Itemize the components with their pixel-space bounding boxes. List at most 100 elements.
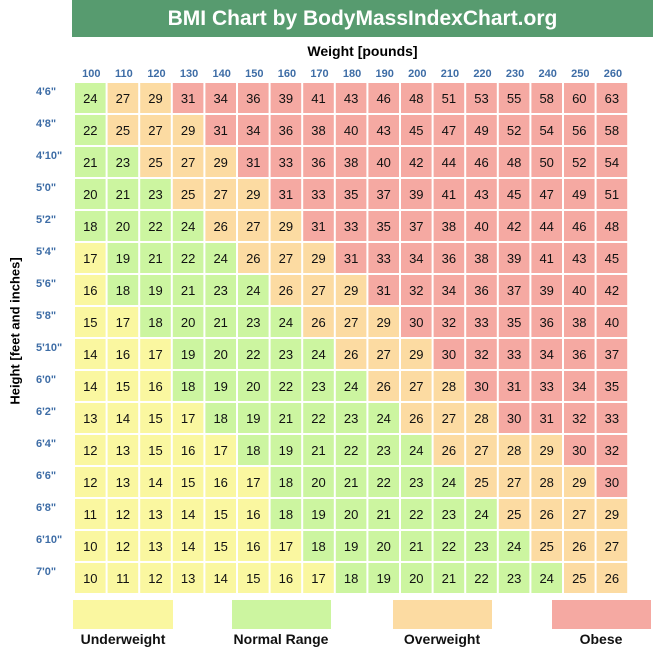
bmi-cell: [433, 467, 465, 497]
bmi-cell: [596, 243, 628, 273]
bmi-cell: [172, 339, 204, 369]
bmi-cell: [238, 275, 269, 305]
bmi-value-label: 49: [572, 187, 586, 202]
bmi-cell: [531, 179, 562, 209]
bmi-cell: [401, 83, 432, 113]
bmi-value-label: 38: [442, 219, 456, 234]
bmi-value-label: 24: [507, 539, 521, 554]
x-tick-label: 110: [115, 68, 133, 80]
bmi-cell: [433, 403, 465, 433]
bmi-cell: [596, 275, 628, 305]
bmi-cell: [596, 211, 628, 241]
bmi-cell: [466, 307, 497, 337]
bmi-value-label: 60: [572, 91, 586, 106]
y-tick-label: 5'8": [36, 310, 56, 322]
bmi-cell: [270, 467, 302, 497]
bmi-cell: [433, 115, 465, 145]
bmi-value-label: 30: [605, 475, 619, 490]
bmi-cell: [466, 467, 497, 497]
bmi-value-label: 40: [605, 315, 619, 330]
bmi-cell: [205, 211, 236, 241]
bmi-value-label: 31: [246, 155, 260, 170]
y-tick-label: 6'0": [36, 374, 56, 386]
bmi-value-label: 33: [344, 219, 358, 234]
bmi-cell: [368, 243, 399, 273]
bmi-cell: [564, 243, 595, 273]
y-tick-label: 5'10": [36, 342, 62, 354]
bmi-value-label: 52: [572, 155, 586, 170]
x-tick-label: 200: [408, 68, 426, 80]
bmi-cell: [238, 339, 269, 369]
bmi-value-label: 24: [376, 411, 390, 426]
bmi-value-label: 36: [279, 123, 293, 138]
bmi-value-label: 20: [311, 475, 325, 490]
bmi-cell: [205, 499, 236, 529]
bmi-value-label: 26: [539, 507, 553, 522]
bmi-cell: [368, 275, 399, 305]
bmi-value-label: 29: [344, 283, 358, 298]
legend-label-normal: Normal Range: [233, 631, 329, 647]
bmi-value-label: 30: [572, 443, 586, 458]
bmi-value-label: 52: [507, 123, 521, 138]
bmi-value-label: 16: [83, 283, 97, 298]
chart-title: BMI Chart by BodyMassIndexChart.org: [72, 0, 653, 37]
y-tick-label: 4'10": [36, 150, 62, 162]
y-tick-label: 7'0": [36, 566, 56, 578]
bmi-value-label: 41: [311, 91, 325, 106]
bmi-cell: [531, 211, 562, 241]
bmi-value-label: 22: [181, 251, 195, 266]
bmi-cell: [270, 275, 302, 305]
bmi-value-label: 32: [474, 347, 488, 362]
bmi-cell: [531, 435, 562, 465]
bmi-cell: [564, 83, 595, 113]
bmi-cell: [172, 371, 204, 401]
bmi-value-label: 32: [605, 443, 619, 458]
bmi-cell: [107, 307, 139, 337]
x-tick-label: 210: [441, 68, 459, 80]
bmi-cell: [172, 435, 204, 465]
bmi-value-label: 23: [409, 475, 423, 490]
bmi-cell: [238, 499, 269, 529]
bmi-cell: [270, 211, 302, 241]
bmi-cell: [238, 467, 269, 497]
bmi-cell: [303, 211, 334, 241]
bmi-cell: [75, 403, 106, 433]
bmi-cell: [172, 83, 204, 113]
bmi-value-label: 30: [474, 379, 488, 394]
bmi-cell: [75, 115, 106, 145]
bmi-value-label: 53: [474, 91, 488, 106]
bmi-value-label: 31: [376, 283, 390, 298]
bmi-value-label: 29: [605, 507, 619, 522]
y-tick-label: 4'8": [36, 118, 56, 130]
bmi-cell: [205, 339, 236, 369]
bmi-cell: [564, 211, 595, 241]
bmi-cell: [172, 307, 204, 337]
bmi-cell: [303, 371, 334, 401]
bmi-cell: [531, 403, 562, 433]
bmi-value-label: 23: [148, 187, 162, 202]
bmi-cell: [270, 435, 302, 465]
bmi-cell: [205, 403, 236, 433]
bmi-cell: [140, 179, 171, 209]
bmi-cell: [401, 179, 432, 209]
bmi-cell: [75, 339, 106, 369]
bmi-cell: [140, 211, 171, 241]
bmi-cell: [270, 563, 302, 593]
bmi-value-label: 35: [507, 315, 521, 330]
bmi-value-label: 46: [474, 155, 488, 170]
bmi-cell: [172, 403, 204, 433]
bmi-value-label: 48: [409, 91, 423, 106]
bmi-value-label: 32: [409, 283, 423, 298]
bmi-value-label: 13: [116, 443, 130, 458]
x-tick-label: 140: [213, 68, 231, 80]
bmi-cell: [303, 179, 334, 209]
bmi-value-label: 54: [539, 123, 553, 138]
bmi-cell: [335, 275, 367, 305]
bmi-heatmap: 100 110 120 130 140 150 160 170 180 190 200 210 220 2…: [36, 68, 628, 593]
bmi-value-label: 27: [474, 443, 488, 458]
bmi-cell: [596, 435, 628, 465]
bmi-value-label: 16: [116, 347, 130, 362]
bmi-value-label: 24: [344, 379, 358, 394]
bmi-cell: [401, 403, 432, 433]
bmi-cell: [596, 531, 628, 561]
